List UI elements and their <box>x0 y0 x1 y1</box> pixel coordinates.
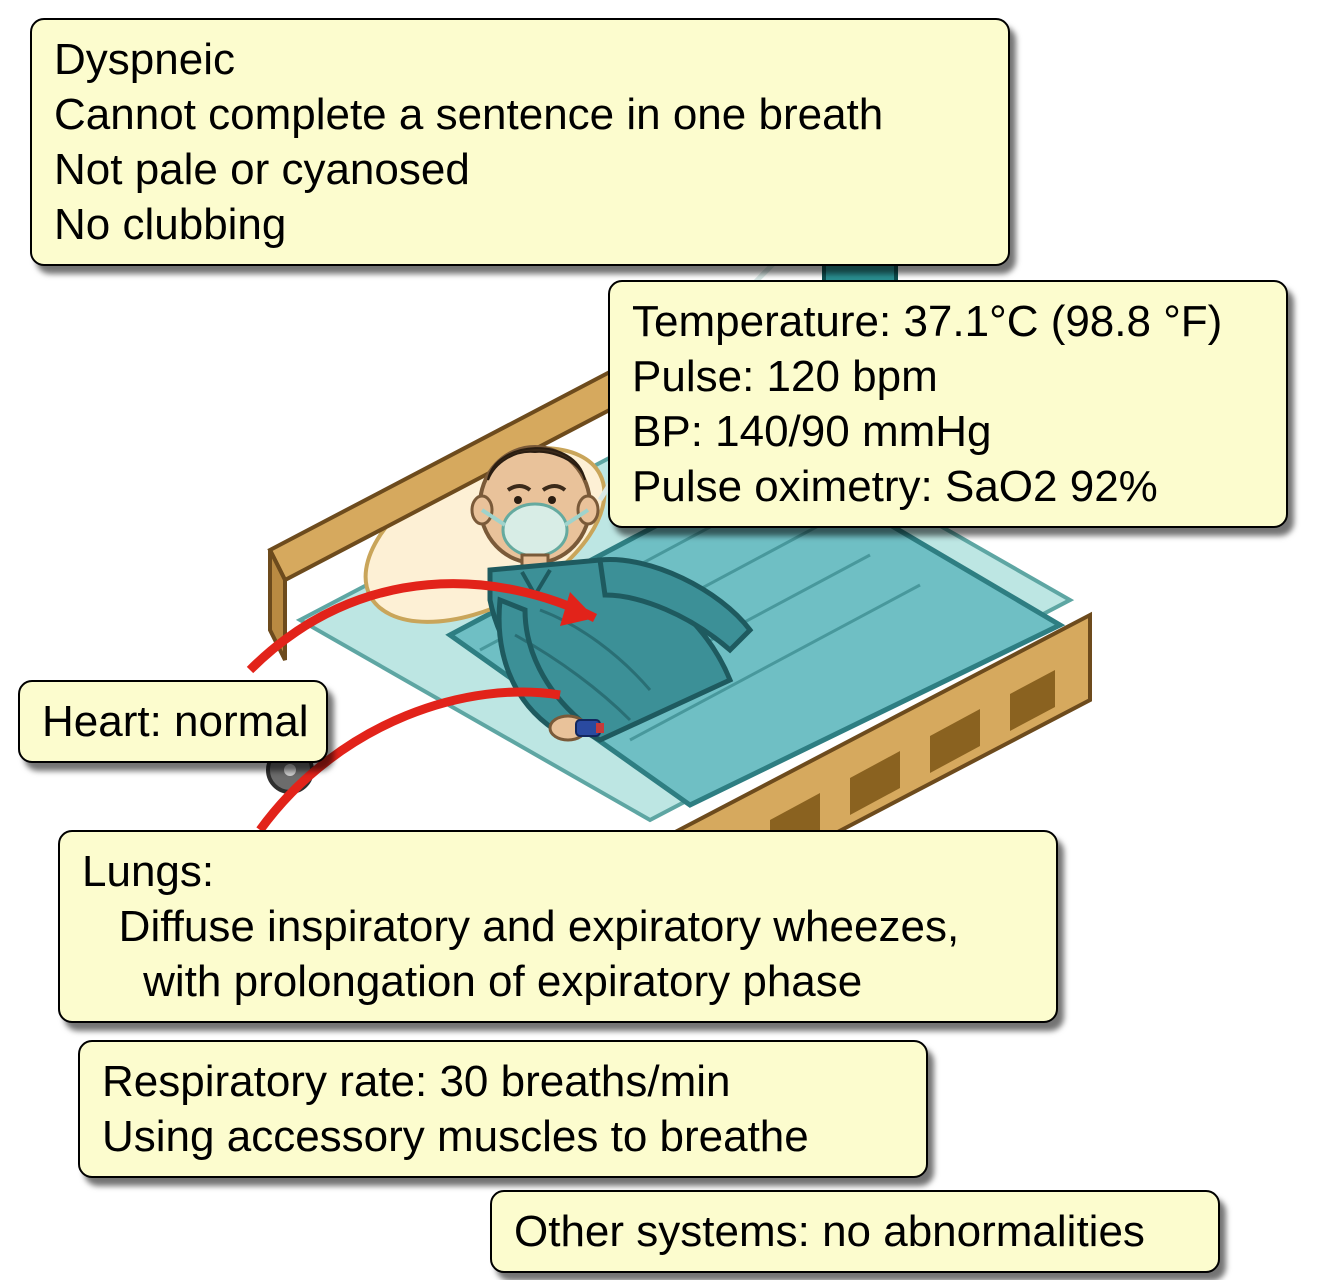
callout-line: Using accessory muscles to breathe <box>102 1109 904 1164</box>
callout-general: DyspneicCannot complete a sentence in on… <box>30 18 1010 266</box>
callout-line: Pulse: 120 bpm <box>632 349 1264 404</box>
callout-line: Not pale or cyanosed <box>54 142 986 197</box>
callout-line: Other systems: no abnormalities <box>514 1204 1196 1259</box>
callout-line: Cannot complete a sentence in one breath <box>54 87 986 142</box>
callout-line: Diffuse inspiratory and expiratory wheez… <box>82 899 1034 954</box>
callout-other-systems: Other systems: no abnormalities <box>490 1190 1220 1273</box>
callout-line: No clubbing <box>54 197 986 252</box>
callout-line: with prolongation of expiratory phase <box>82 954 1034 1009</box>
callout-line: Heart: normal <box>42 694 304 749</box>
callout-line: BP: 140/90 mmHg <box>632 404 1264 459</box>
callout-lungs: Lungs: Diffuse inspiratory and expirator… <box>58 830 1058 1023</box>
callout-line: Respiratory rate: 30 breaths/min <box>102 1054 904 1109</box>
callout-vitals: Temperature: 37.1°C (98.8 °F)Pulse: 120 … <box>608 280 1288 528</box>
callout-line: Temperature: 37.1°C (98.8 °F) <box>632 294 1264 349</box>
callout-heart: Heart: normal <box>18 680 328 763</box>
callout-respiratory: Respiratory rate: 30 breaths/minUsing ac… <box>78 1040 928 1178</box>
callout-line: Lungs: <box>82 844 1034 899</box>
infographic-stage: DyspneicCannot complete a sentence in on… <box>0 0 1330 1280</box>
callout-line: Pulse oximetry: SaO2 92% <box>632 459 1264 514</box>
callout-line: Dyspneic <box>54 32 986 87</box>
